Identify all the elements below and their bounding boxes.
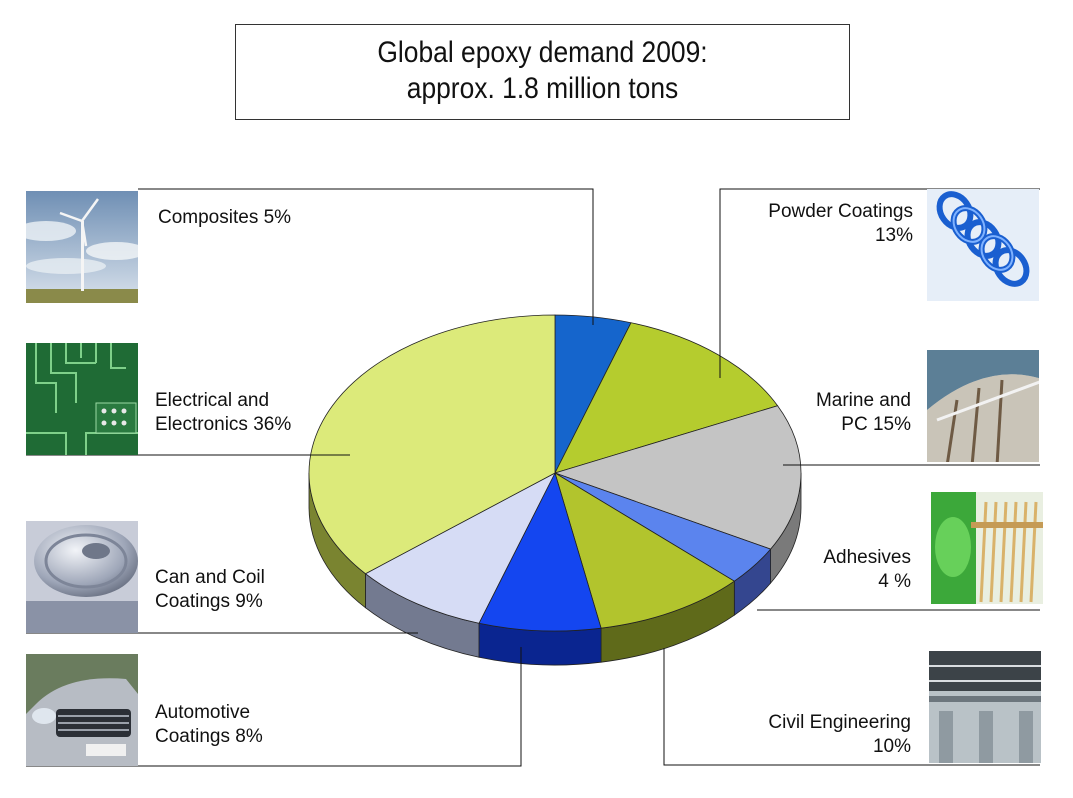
label-civil-line2: 10% (872, 736, 911, 757)
label-composites: Composites 5% (158, 206, 291, 230)
label-composites-line1: Composites 5% (158, 207, 292, 228)
pie-sides (308, 472, 802, 666)
label-civil: Civil Engineering 10% (768, 711, 911, 759)
chart-title-box: Global epoxy demand 2009: approx. 1.8 mi… (235, 24, 850, 120)
wind-turbine-photo (26, 191, 138, 303)
pie-slice-powder (554, 322, 779, 474)
chart-title-line-2: approx. 1.8 million tons (406, 72, 679, 105)
pie-slice-civil (554, 472, 736, 629)
label-electrical-line1: Electrical and (155, 390, 270, 411)
label-marine-line1: Marine and (815, 390, 911, 411)
label-adhesives-line1: Adhesives (823, 547, 911, 568)
chart-title-line-1: Global epoxy demand 2009: (377, 36, 708, 69)
pie-top (308, 314, 802, 632)
blue-coil-spring-photo (927, 189, 1039, 301)
label-civil-line1: Civil Engineering (768, 712, 911, 733)
label-can-coil-line2: Coatings 9% (155, 591, 263, 612)
label-powder-line2: 13% (874, 225, 913, 246)
pie-slice-electrical (308, 314, 556, 575)
label-can-coil: Can and Coil Coatings 9% (155, 566, 265, 614)
label-can-coil-line1: Can and Coil (155, 567, 265, 588)
label-powder-line1: Powder Coatings (768, 201, 913, 222)
label-marine-line2: PC 15% (841, 414, 911, 435)
pie-slice-can (364, 472, 556, 624)
ship-hull-photo (927, 350, 1039, 462)
label-marine: Marine and PC 15% (816, 389, 911, 437)
label-adhesives-line2: 4 % (878, 571, 911, 592)
laboratory-tubes-photo (931, 492, 1043, 604)
label-automotive: Automotive Coatings 8% (155, 701, 263, 749)
pie-slice-automotive (478, 471, 602, 632)
leader-line-automotive (26, 647, 522, 767)
label-automotive-line1: Automotive (155, 702, 251, 723)
beverage-can-photo (26, 521, 138, 633)
label-adhesives: Adhesives 4 % (823, 546, 911, 594)
pie-slice-marine (553, 405, 802, 550)
label-electrical-line2: Electronics 36% (155, 414, 292, 435)
label-electrical: Electrical and Electronics 36% (155, 389, 291, 437)
label-powder-coatings: Powder Coatings 13% (768, 200, 913, 248)
label-automotive-line2: Coatings 8% (155, 726, 263, 747)
circuit-board-photo (26, 343, 138, 455)
leader-line-civil (663, 648, 1040, 766)
leader-line-composites (138, 188, 594, 325)
car-front-photo (26, 654, 138, 766)
industrial-building-photo (929, 651, 1041, 763)
